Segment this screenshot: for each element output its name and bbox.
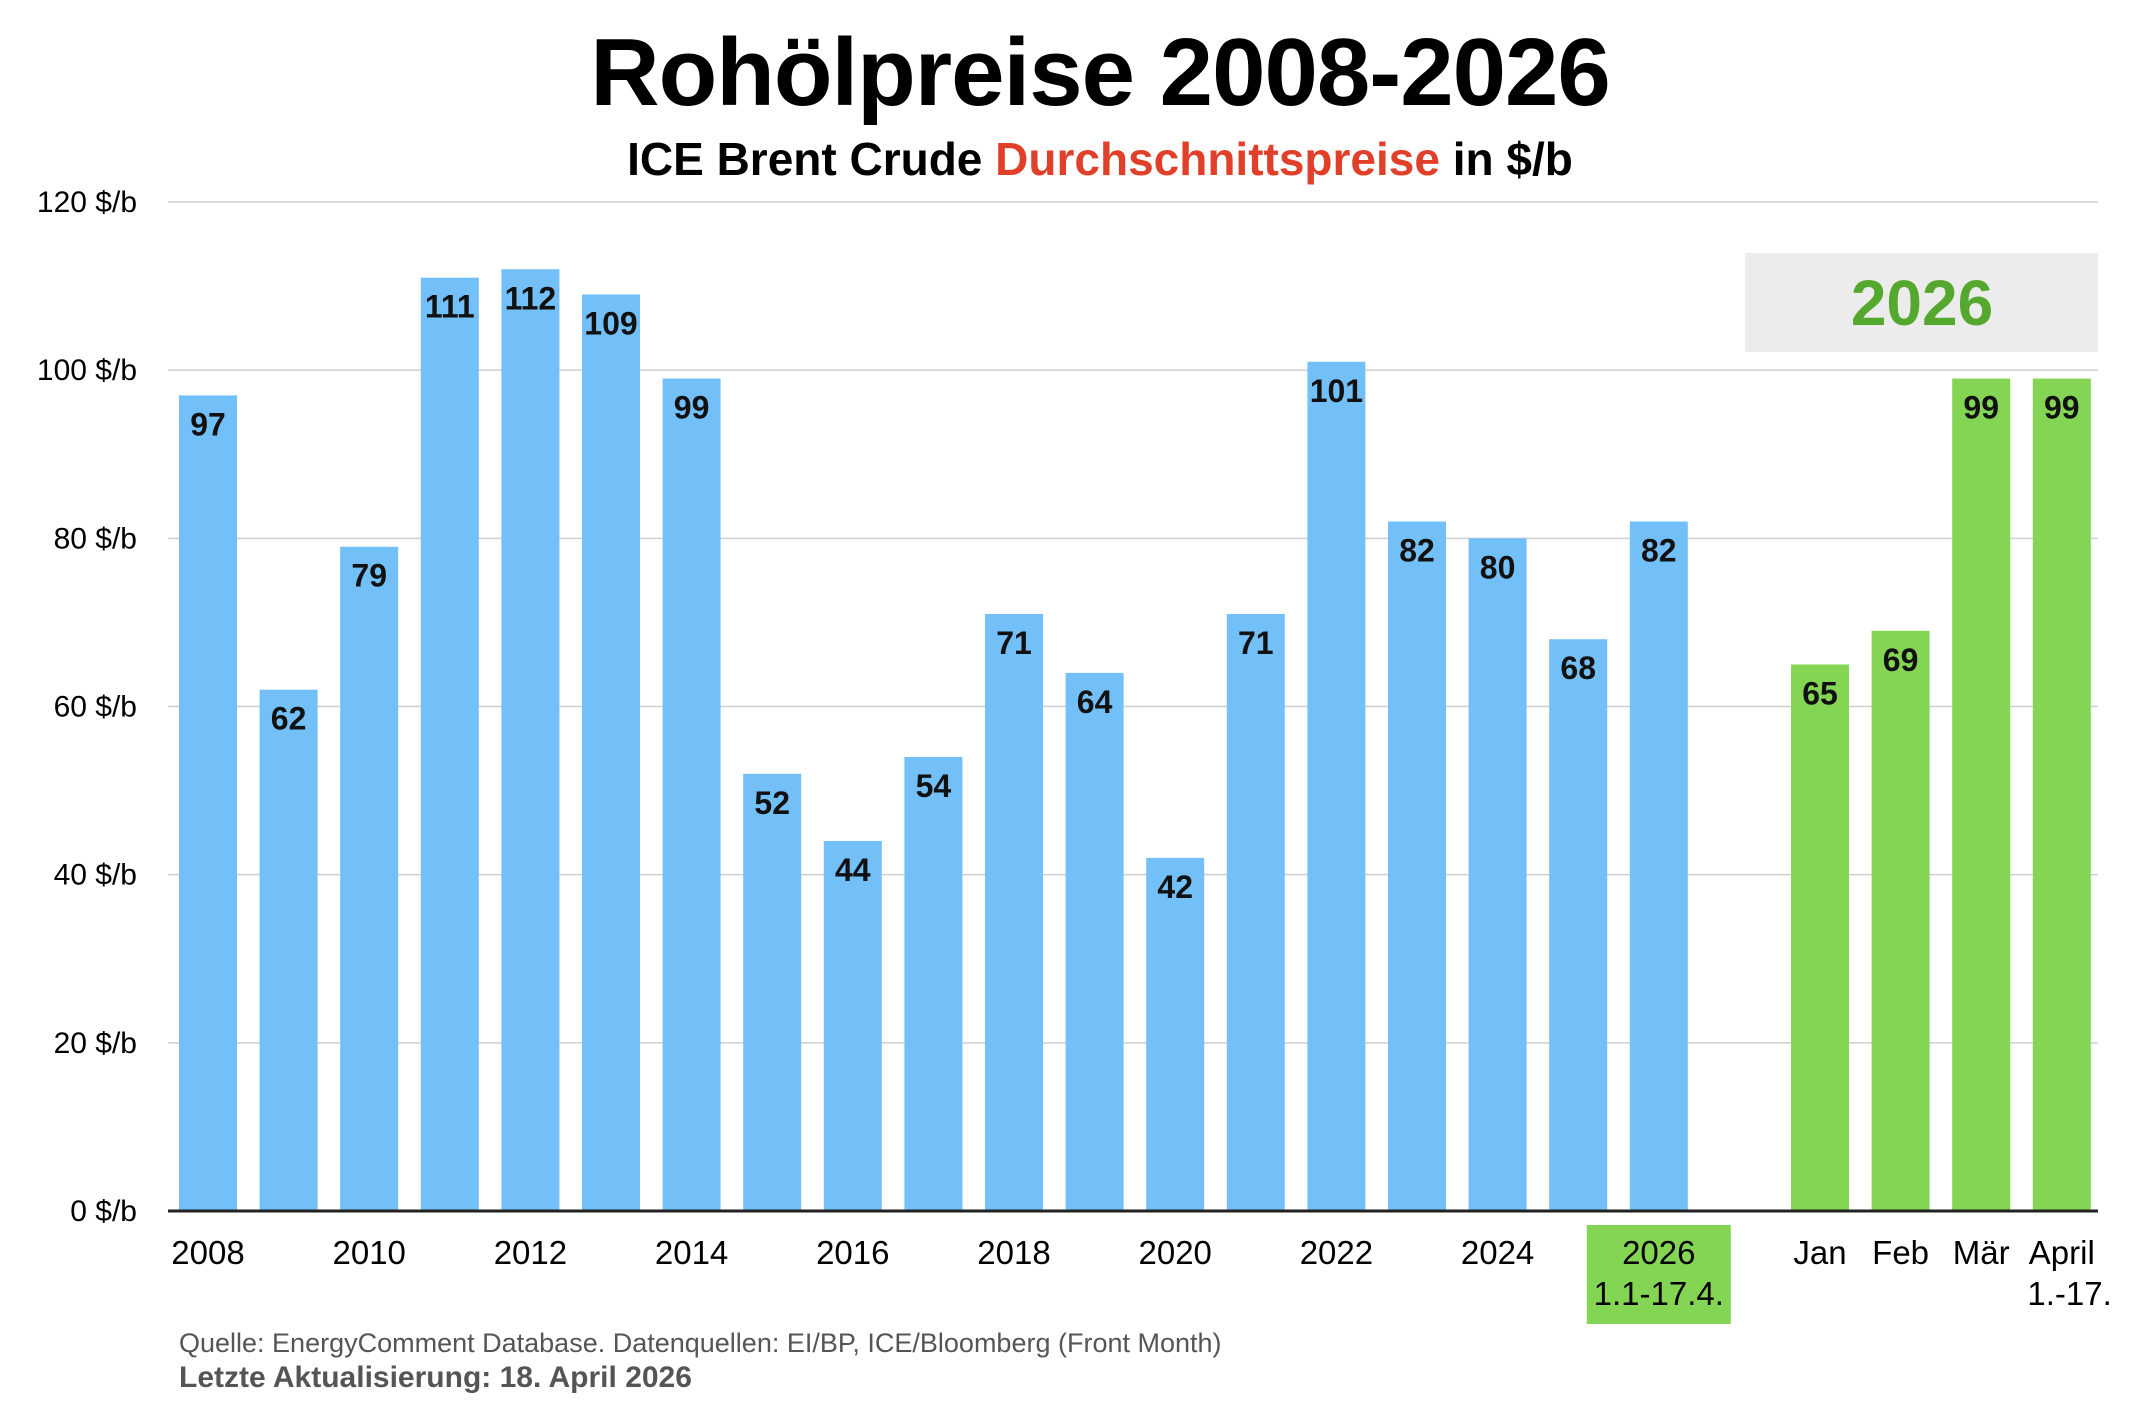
x-tick-label: April	[2029, 1234, 2095, 1271]
annual-data-label: 62	[271, 701, 307, 737]
annual-bar	[904, 756, 963, 1211]
annual-data-label: 44	[835, 852, 871, 888]
y-tick-label: 100 $/b	[37, 354, 137, 387]
annual-data-label: 112	[505, 280, 557, 316]
annual-data-label: 99	[674, 390, 710, 426]
x-tick-label: 2020	[1138, 1234, 1211, 1271]
annual-data-label: 64	[1077, 684, 1113, 720]
subtitle-unit: in $/b	[1439, 133, 1573, 185]
annual-bar	[1146, 857, 1205, 1211]
x-tick-label: 2026	[1622, 1234, 1695, 1271]
annual-bar	[743, 773, 802, 1211]
x-tick-label: 2016	[816, 1234, 889, 1271]
monthly-bar	[2032, 378, 2091, 1211]
group-box	[1745, 253, 2098, 352]
annual-bar	[1468, 538, 1527, 1211]
x-tick-label: 2008	[171, 1234, 244, 1271]
annual-bar	[823, 841, 882, 1211]
annual-data-label: 71	[1238, 625, 1274, 661]
annual-bar	[179, 395, 237, 1211]
y-tick-label: 0 $/b	[70, 1195, 137, 1228]
annual-bar	[340, 546, 399, 1211]
x-tick-label: 2018	[977, 1234, 1050, 1271]
monthly-bar	[1952, 378, 2011, 1211]
annual-data-label: 79	[351, 558, 387, 594]
annual-bar	[1307, 361, 1366, 1212]
y-tick-label: 40 $/b	[54, 859, 137, 892]
monthly-bar	[1871, 630, 1930, 1211]
annual-data-label: 52	[754, 785, 790, 821]
y-tick-label: 20 $/b	[54, 1027, 137, 1060]
monthly-bar	[1791, 664, 1849, 1211]
annual-data-label: 71	[996, 625, 1032, 661]
x-tick-sublabel: 1.1-17.4.	[1594, 1275, 1724, 1312]
subtitle-highlight: Durchschnittspreise	[995, 133, 1440, 185]
x-tick-label: 2010	[332, 1234, 405, 1271]
annual-data-label: 80	[1480, 549, 1516, 585]
y-tick-label: 120 $/b	[37, 186, 137, 219]
monthly-data-label: 99	[1963, 390, 1999, 426]
annual-bar	[582, 294, 640, 1211]
x-tick-label: 2024	[1461, 1234, 1534, 1271]
monthly-data-label: 99	[2044, 390, 2080, 426]
annual-bar	[985, 614, 1043, 1211]
annual-bar	[501, 269, 560, 1211]
group-label: 2026	[1851, 267, 1993, 339]
x-tick-sublabel: 1.-17.	[2027, 1275, 2111, 1312]
monthly-data-label: 65	[1802, 675, 1838, 711]
annual-data-label: 97	[190, 406, 226, 442]
annual-data-label: 82	[1399, 533, 1435, 569]
x-tick-label: Jan	[1793, 1234, 1846, 1271]
annual-bar	[1549, 639, 1608, 1211]
annual-data-label: 54	[916, 768, 952, 804]
annual-data-label: 42	[1157, 869, 1193, 905]
chart-title: Rohölpreise 2008-2026	[590, 19, 1611, 126]
last-updated: Letzte Aktualisierung: 18. April 2026	[179, 1361, 692, 1394]
x-tick-label: 2012	[494, 1234, 567, 1271]
x-tick-label: 2022	[1300, 1234, 1373, 1271]
annual-data-label: 82	[1641, 533, 1677, 569]
annual-bar	[420, 277, 479, 1211]
annual-data-label: 68	[1560, 650, 1596, 686]
monthly-data-label: 69	[1883, 642, 1919, 678]
x-tick-label: 2014	[655, 1234, 728, 1271]
annual-bar	[1065, 672, 1124, 1211]
annual-bar	[1629, 521, 1688, 1211]
subtitle-text: ICE Brent Crude	[627, 133, 996, 185]
annual-data-label: 101	[1310, 373, 1363, 409]
annual-data-label: 109	[584, 305, 637, 341]
annual-data-label: 111	[425, 289, 475, 325]
annual-bar	[1226, 614, 1285, 1211]
chart-subtitle: ICE Brent Crude Durchschnittspreise in $…	[0, 132, 2130, 186]
annual-bar	[259, 689, 318, 1211]
y-tick-label: 60 $/b	[54, 691, 137, 724]
x-tick-label: Feb	[1872, 1234, 1929, 1271]
x-tick-label: Mär	[1953, 1234, 2010, 1271]
annual-bar	[1388, 521, 1446, 1211]
source-note: Quelle: EnergyComment Database. Datenque…	[179, 1328, 1222, 1358]
annual-bar	[662, 378, 721, 1211]
y-tick-label: 80 $/b	[54, 522, 137, 555]
highlight-label-bg	[1586, 1225, 1731, 1324]
